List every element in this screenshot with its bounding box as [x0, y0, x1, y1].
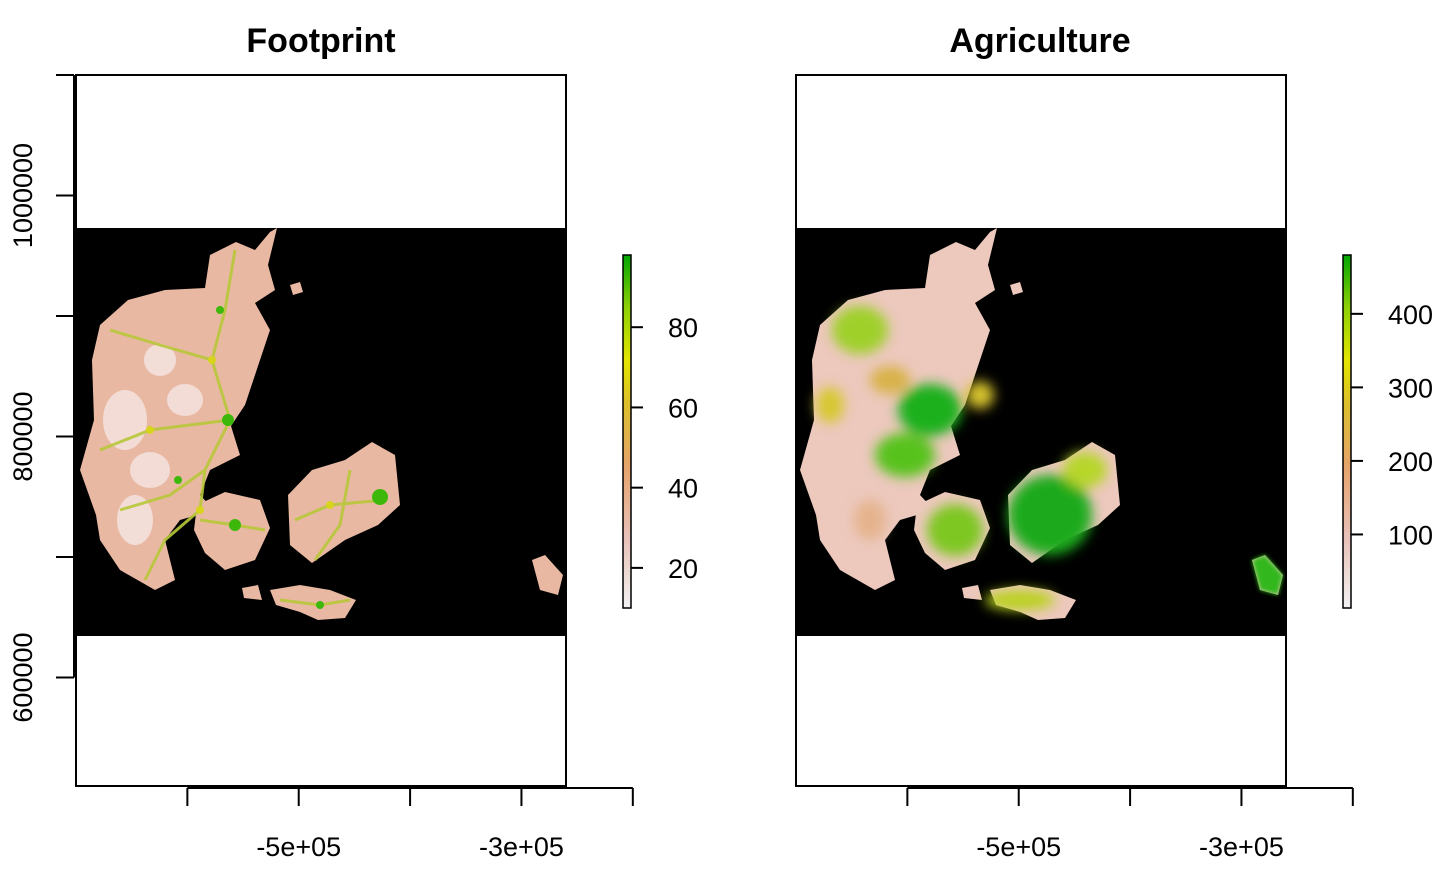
- legend-tick-label: 200: [1388, 447, 1433, 477]
- x-tick-label: -5e+05: [976, 832, 1061, 862]
- chart-title: Footprint: [246, 22, 395, 60]
- plot-frame: [795, 74, 1287, 787]
- y-tick-label: 1000000: [8, 143, 38, 248]
- agriculture-surface: [800, 228, 1283, 620]
- x-tick-label: -3e+05: [479, 832, 564, 862]
- footprint-surface: [80, 228, 563, 620]
- panel-footprint: Footprint: [8, 22, 698, 862]
- legend-colorbar: [1342, 254, 1352, 609]
- plot-frame: [75, 74, 567, 787]
- legend-footprint: 20 40 60 80: [622, 254, 698, 609]
- y-tick-label: 600000: [8, 632, 38, 722]
- x-tick-label: -5e+05: [256, 832, 341, 862]
- legend-agriculture: 100 200 300 400: [1342, 254, 1433, 609]
- legend-tick-label: 40: [668, 474, 698, 504]
- chart-title: Agriculture: [949, 22, 1130, 60]
- axes-agriculture: -5e+05 -3e+05: [906, 787, 1354, 862]
- legend-tick-label: 400: [1388, 300, 1433, 330]
- legend-tick-label: 300: [1388, 373, 1433, 403]
- legend-tick-label: 80: [668, 313, 698, 343]
- legend-tick-label: 60: [668, 393, 698, 423]
- legend-colorbar: [622, 254, 632, 609]
- x-tick-label: -3e+05: [1199, 832, 1284, 862]
- legend-tick-label: 100: [1388, 520, 1433, 550]
- axes-footprint: -5e+05 -3e+05 600000 800000 1000000: [8, 74, 634, 862]
- y-tick-label: 800000: [8, 391, 38, 481]
- panel-agriculture: Agriculture -5e+05 -3e+05: [795, 22, 1433, 862]
- legend-tick-label: 20: [668, 554, 698, 584]
